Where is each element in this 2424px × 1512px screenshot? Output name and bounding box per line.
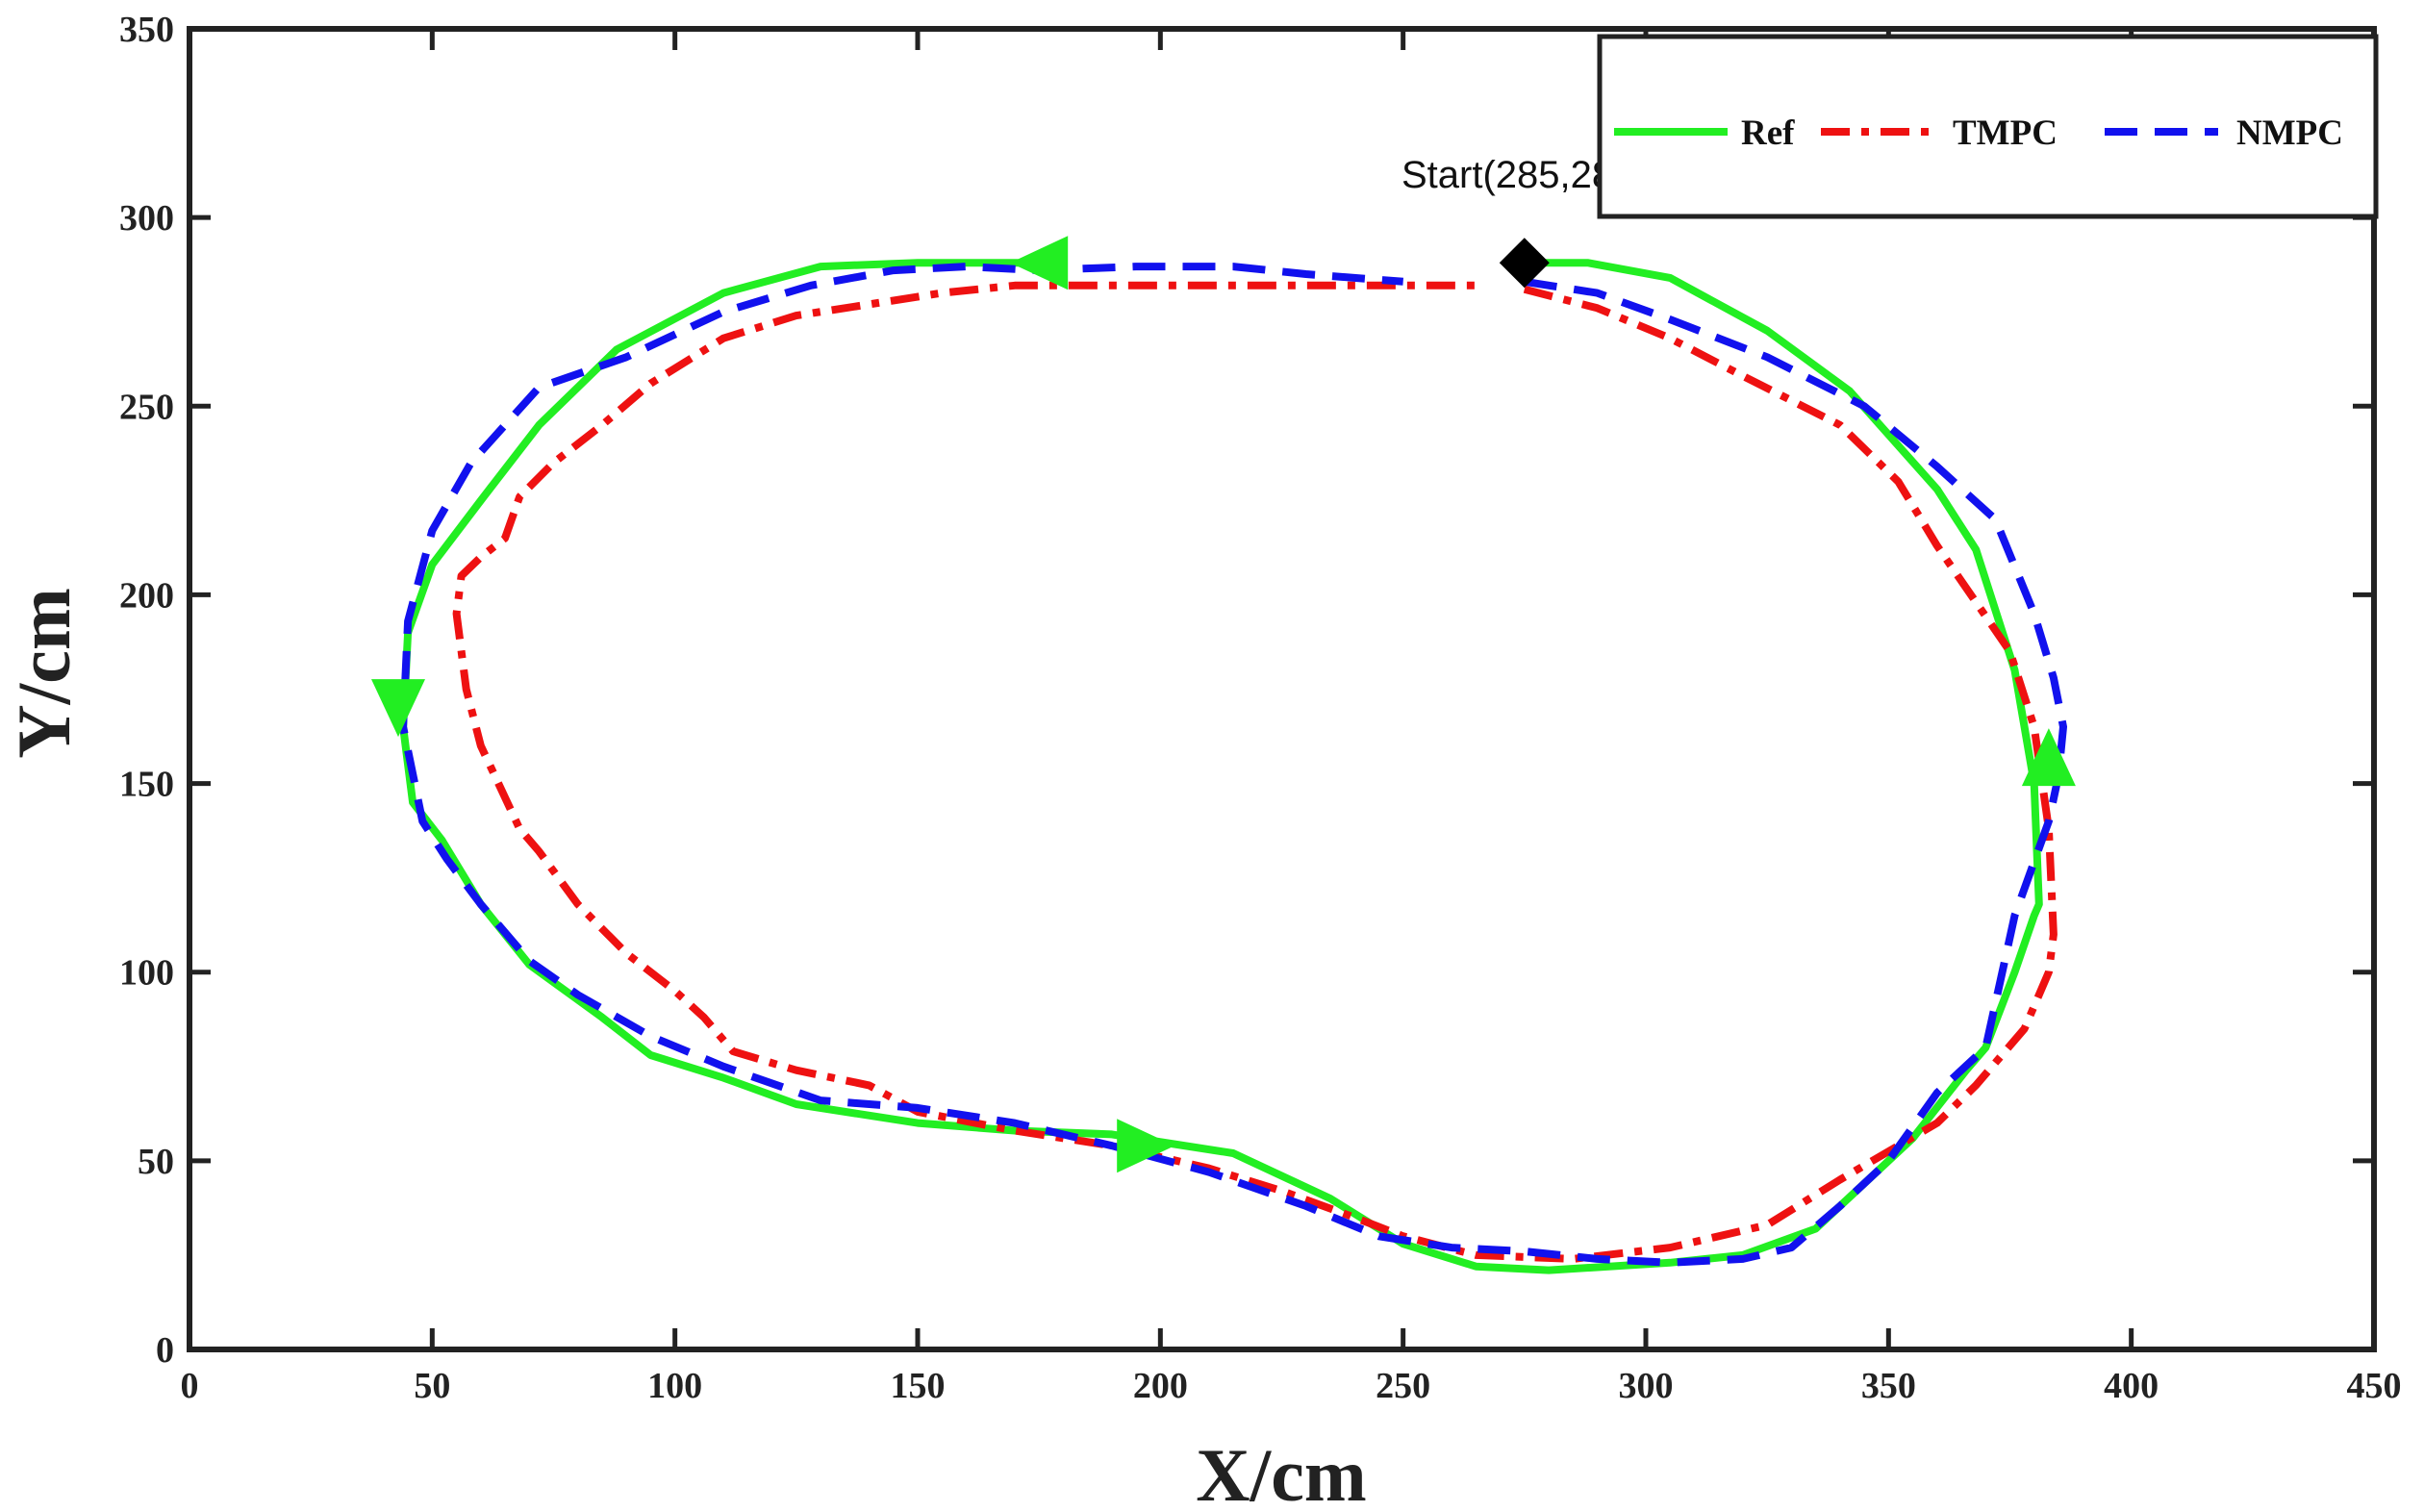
y-tick-label: 300 bbox=[119, 198, 174, 239]
x-tick-label: 150 bbox=[891, 1366, 946, 1406]
legend: Ref TMPC NMPC bbox=[1597, 34, 2379, 219]
x-tick-label: 250 bbox=[1376, 1366, 1430, 1406]
y-tick-label: 50 bbox=[138, 1142, 174, 1182]
x-tick-label: 0 bbox=[181, 1366, 199, 1406]
legend-label-nmpc: NMPC bbox=[2236, 113, 2343, 153]
y-tick-label: 250 bbox=[119, 387, 174, 427]
x-tick-label: 200 bbox=[1133, 1366, 1188, 1406]
y-axis-label: Y/cm bbox=[2, 588, 86, 759]
legend-box bbox=[1597, 34, 2379, 219]
legend-label-ref: Ref bbox=[1741, 113, 1795, 153]
x-tick-label: 350 bbox=[1861, 1366, 1916, 1406]
y-tick-label: 0 bbox=[156, 1330, 174, 1371]
x-tick-label: 100 bbox=[647, 1366, 702, 1406]
start-marker bbox=[1499, 238, 1550, 289]
direction-arrows bbox=[371, 236, 2076, 1173]
direction-arrow-right bbox=[1117, 1119, 1175, 1173]
series-layer bbox=[399, 259, 2067, 1274]
y-tick-label: 100 bbox=[119, 953, 174, 994]
direction-arrow-up bbox=[2021, 728, 2076, 787]
direction-arrow-down bbox=[371, 679, 425, 738]
x-tick-label: 450 bbox=[2347, 1366, 2402, 1406]
x-axis-label: X/cm bbox=[1196, 1433, 1367, 1512]
direction-arrow-left bbox=[1010, 236, 1069, 290]
x-tick-label: 50 bbox=[414, 1366, 450, 1406]
series-nmpc-line bbox=[399, 263, 2067, 1267]
y-tick-label: 200 bbox=[119, 575, 174, 616]
y-tick-label: 350 bbox=[119, 10, 174, 50]
series-tmpc-line bbox=[452, 281, 2058, 1263]
x-tick-label: 400 bbox=[2104, 1366, 2159, 1406]
x-tick-label: 300 bbox=[1619, 1366, 1674, 1406]
plot-frame bbox=[187, 26, 2377, 1352]
axes bbox=[187, 26, 2377, 1352]
tick-labels: 0 50 100 150 200 250 300 350 400 450 0 50 100 150 200 2… bbox=[119, 10, 2402, 1406]
y-tick-label: 150 bbox=[119, 765, 174, 805]
legend-label-tmpc: TMPC bbox=[1953, 113, 2058, 153]
series-ref-line bbox=[399, 259, 2043, 1274]
